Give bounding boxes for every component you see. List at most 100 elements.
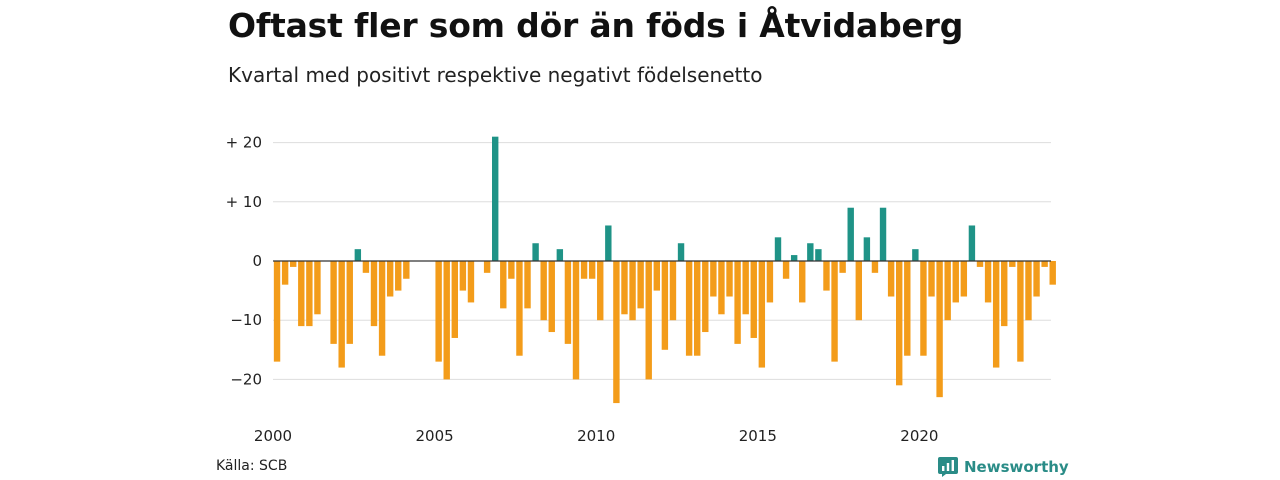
x-tick-label: 2015 — [739, 427, 777, 445]
bar-2019Q3 — [904, 261, 911, 356]
newsworthy-logo-icon — [938, 457, 958, 477]
bar-2020Q2 — [928, 261, 935, 297]
bar-2015Q3 — [774, 237, 782, 261]
bar-2023Q3 — [1033, 261, 1040, 297]
bar-2019Q1 — [887, 261, 895, 297]
bar-2005Q1 — [435, 261, 442, 362]
bar-2005Q2 — [443, 261, 450, 380]
chart-subtitle: Kvartal med positivt respektive negativt… — [228, 63, 763, 87]
y-tick-label: + 20 — [226, 134, 262, 152]
bar-2006Q3 — [483, 261, 491, 273]
bar-2019Q4 — [912, 249, 919, 261]
bar-2003Q3 — [386, 261, 394, 297]
x-tick-label: 2005 — [416, 427, 454, 445]
bar-2020Q4 — [944, 261, 951, 321]
bar-2018Q3 — [871, 261, 879, 273]
bar-2010Q4 — [621, 261, 628, 315]
x-axis-tick-labels: 2000 2005 2010 2015 2020 — [254, 427, 939, 445]
bar-2018Q1 — [855, 261, 862, 321]
bar-2004Q1 — [403, 261, 410, 279]
source-note: Källa: SCB — [216, 458, 288, 474]
bar-2006Q1 — [467, 261, 475, 303]
bar-2002Q1 — [338, 261, 345, 368]
brand-name: Newsworthy — [964, 458, 1069, 476]
bar-2009Q1 — [564, 261, 572, 344]
y-tick-label: −10 — [230, 311, 262, 329]
bar-2017Q3 — [839, 261, 846, 273]
bar-2011Q2 — [637, 261, 644, 309]
bar-2018Q2 — [863, 237, 871, 261]
bar-2022Q1 — [984, 261, 992, 303]
bar-2008Q4 — [556, 249, 564, 261]
x-tick-label: 2020 — [900, 427, 938, 445]
bar-2015Q1 — [758, 261, 766, 368]
bar-2001Q1 — [306, 261, 313, 327]
bar-2007Q1 — [500, 261, 507, 309]
bar-2018Q4 — [879, 207, 887, 261]
bar-2007Q3 — [516, 261, 523, 356]
bar-2014Q2 — [734, 261, 741, 344]
bar-2011Q1 — [629, 261, 636, 321]
bar-2011Q3 — [645, 261, 652, 380]
bar-2015Q2 — [766, 261, 774, 303]
bar-2009Q2 — [572, 261, 580, 380]
bar-2009Q3 — [580, 261, 588, 279]
bar-2021Q1 — [952, 261, 959, 303]
bar-2003Q2 — [378, 261, 386, 356]
bar-2011Q4 — [653, 261, 660, 291]
bar-2014Q3 — [742, 261, 749, 315]
bar-2000Q3 — [290, 261, 297, 267]
bar-2021Q2 — [960, 261, 968, 297]
bar-2000Q2 — [281, 261, 289, 285]
bar-2016Q1 — [790, 255, 798, 261]
bar-2020Q1 — [920, 261, 927, 356]
bar-2022Q2 — [992, 261, 1000, 368]
bar-2010Q2 — [605, 225, 612, 261]
y-tick-label: 0 — [252, 252, 262, 270]
bar-2024Q1 — [1049, 261, 1056, 285]
bar-2008Q1 — [532, 243, 539, 261]
bar-2022Q4 — [1009, 261, 1016, 267]
bar-2019Q2 — [896, 261, 903, 386]
bar-2012Q4 — [685, 261, 693, 356]
bar-2000Q4 — [298, 261, 305, 327]
bar-2010Q3 — [613, 261, 620, 404]
bar-2013Q4 — [718, 261, 725, 315]
bar-2023Q2 — [1025, 261, 1032, 321]
bar-2013Q1 — [694, 261, 701, 356]
bar-2014Q4 — [750, 261, 757, 338]
x-tick-label: 2000 — [254, 427, 292, 445]
bars — [273, 136, 1056, 404]
bar-2009Q4 — [588, 261, 596, 279]
chart-title: Oftast fler som dör än föds i Åtvidaberg — [228, 6, 964, 45]
bar-2012Q1 — [661, 261, 669, 350]
y-tick-label: + 10 — [226, 193, 262, 211]
bar-2006Q4 — [492, 136, 499, 261]
bar-2002Q3 — [354, 249, 362, 261]
bar-2023Q4 — [1041, 261, 1048, 267]
bar-2005Q3 — [451, 261, 458, 338]
bar-2008Q3 — [548, 261, 555, 333]
bar-2001Q4 — [330, 261, 337, 344]
bar-2000Q1 — [273, 261, 281, 362]
bar-2017Q4 — [847, 207, 854, 261]
bar-2012Q3 — [677, 243, 685, 261]
bar-2013Q3 — [710, 261, 717, 297]
bar-2003Q4 — [395, 261, 402, 291]
bar-2021Q3 — [968, 225, 976, 261]
bar-2021Q4 — [976, 261, 984, 267]
bar-2012Q2 — [669, 261, 677, 321]
bar-2010Q1 — [597, 261, 604, 321]
bar-2015Q4 — [782, 261, 790, 279]
bar-2023Q1 — [1017, 261, 1024, 362]
y-tick-label: −20 — [230, 370, 262, 388]
bar-2017Q1 — [823, 261, 830, 291]
bar-2001Q2 — [314, 261, 321, 315]
bar-2005Q4 — [459, 261, 467, 291]
bar-2003Q1 — [370, 261, 378, 327]
bar-2016Q3 — [807, 243, 814, 261]
brand-logo: Newsworthy — [938, 456, 1069, 478]
bar-2016Q4 — [815, 249, 822, 261]
y-axis-tick-labels: + 20 + 10 0 −10 −20 — [226, 134, 262, 389]
